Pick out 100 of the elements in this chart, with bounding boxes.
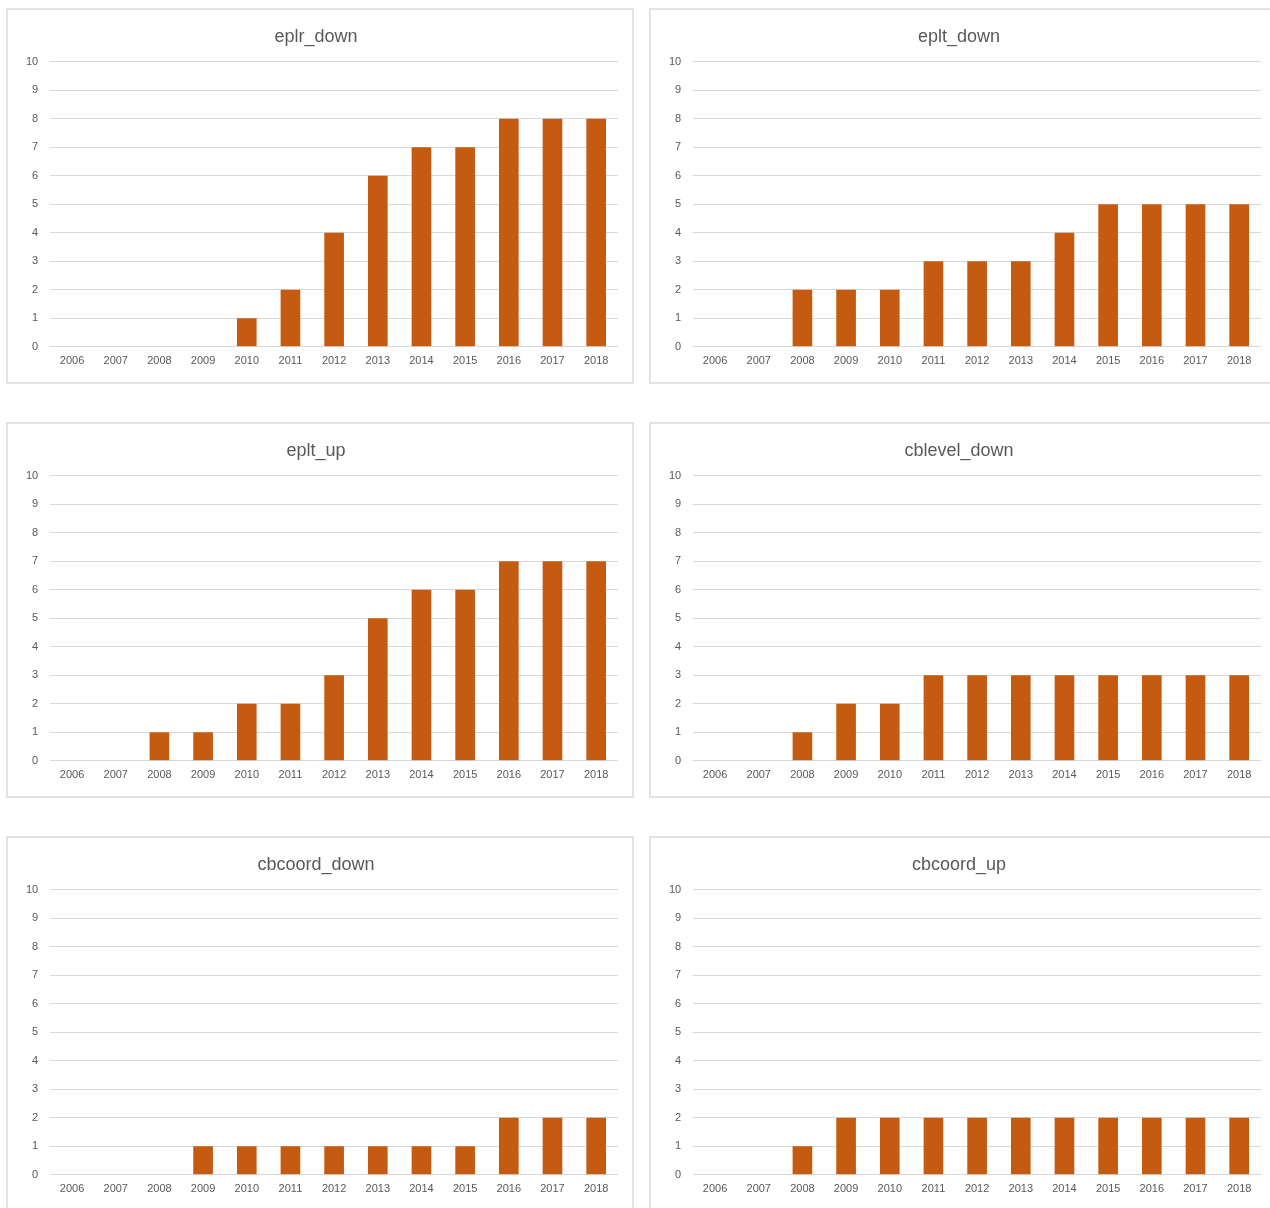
y-tick-label: 1: [675, 1139, 682, 1152]
x-tick-label: 2011: [278, 768, 303, 781]
y-tick-label: 7: [675, 140, 682, 153]
bar: [411, 147, 432, 347]
y-tick-label: 4: [32, 639, 39, 652]
y-tick-label: 0: [32, 339, 39, 352]
bar: [542, 561, 563, 761]
x-tick-label: 2013: [365, 1182, 391, 1195]
bar: [879, 703, 900, 761]
y-tick-label: 5: [32, 611, 39, 624]
x-tick-label: 2006: [59, 1182, 85, 1195]
y-tick-label: 1: [32, 311, 39, 324]
x-tick-label: 2010: [877, 354, 903, 367]
bar: [923, 261, 944, 347]
chart-title: eplt_down: [917, 25, 1001, 47]
x-tick-label: 2014: [1052, 354, 1077, 367]
bar: [411, 589, 432, 761]
x-tick-label: 2017: [1183, 768, 1208, 781]
bar: [967, 675, 987, 761]
x-tick-label: 2007: [103, 1182, 128, 1195]
x-tick-label: 2015: [452, 768, 478, 781]
bar: [1054, 675, 1075, 761]
chart-title: eplt_up: [286, 439, 346, 461]
y-tick-label: 9: [32, 911, 39, 924]
bar: [1010, 261, 1031, 347]
x-tick-label: 2013: [1008, 354, 1034, 367]
x-tick-label: 2017: [1183, 1182, 1208, 1195]
y-tick-label: 2: [675, 282, 682, 295]
bar: [1054, 232, 1075, 347]
bar: [149, 732, 170, 761]
x-tick-label: 2010: [234, 1182, 260, 1195]
x-tick-label: 2009: [190, 1182, 216, 1195]
y-tick-label: 9: [32, 83, 39, 96]
bar: [1141, 204, 1162, 347]
chart-title: cbcoord_up: [911, 853, 1007, 875]
x-tick-label: 2011: [921, 354, 946, 367]
y-tick-label: 0: [32, 753, 39, 766]
y-tick-label: 9: [675, 497, 682, 510]
x-tick-label: 2009: [190, 354, 216, 367]
bar: [367, 618, 388, 761]
bar: [879, 289, 900, 347]
y-tick-label: 0: [675, 339, 682, 352]
y-tick-label: 6: [32, 996, 39, 1009]
y-tick-label: 9: [675, 911, 682, 924]
x-tick-label: 2015: [1095, 768, 1121, 781]
x-tick-label: 2008: [790, 1182, 815, 1195]
x-tick-label: 2008: [790, 354, 815, 367]
x-tick-label: 2009: [833, 1182, 859, 1195]
bar: [1098, 675, 1118, 761]
y-tick-label: 0: [32, 1167, 39, 1180]
x-tick-label: 2006: [59, 768, 85, 781]
y-tick-label: 10: [668, 882, 682, 895]
x-tick-label: 2010: [877, 1182, 903, 1195]
y-tick-label: 10: [25, 882, 39, 895]
y-tick-label: 8: [32, 111, 39, 124]
bar: [923, 675, 944, 761]
x-tick-label: 2017: [540, 1182, 565, 1195]
x-tick-label: 2009: [833, 354, 859, 367]
y-tick-label: 7: [675, 554, 682, 567]
y-tick-label: 3: [32, 668, 39, 681]
y-tick-label: 5: [675, 1025, 682, 1038]
y-tick-label: 4: [675, 1053, 682, 1066]
x-tick-label: 2018: [1226, 768, 1252, 781]
x-tick-label: 2014: [1052, 768, 1077, 781]
y-tick-label: 8: [675, 525, 682, 538]
y-tick-label: 6: [32, 168, 39, 181]
bar: [1185, 204, 1206, 347]
x-tick-label: 2018: [1226, 354, 1252, 367]
bar: [1229, 675, 1249, 761]
bar: [193, 732, 213, 761]
x-tick-label: 2012: [964, 1182, 990, 1195]
x-tick-label: 2018: [583, 354, 609, 367]
y-tick-label: 8: [675, 939, 682, 952]
y-tick-label: 0: [675, 1167, 682, 1180]
x-tick-label: 2011: [278, 354, 303, 367]
x-tick-label: 2014: [409, 768, 434, 781]
y-tick-label: 10: [668, 54, 682, 67]
x-tick-label: 2018: [1226, 1182, 1252, 1195]
x-tick-label: 2011: [278, 1182, 303, 1195]
bar: [455, 147, 475, 347]
y-tick-label: 8: [675, 111, 682, 124]
chart-title: cblevel_down: [904, 439, 1014, 461]
x-tick-label: 2012: [321, 354, 347, 367]
x-tick-label: 2013: [1008, 1182, 1034, 1195]
y-tick-label: 2: [32, 696, 39, 709]
chart-title: cbcoord_down: [257, 853, 375, 875]
bar: [236, 318, 257, 347]
y-tick-label: 10: [25, 54, 39, 67]
bar: [498, 118, 519, 347]
x-tick-label: 2016: [1139, 768, 1165, 781]
x-tick-label: 2018: [583, 768, 609, 781]
bar: [498, 561, 519, 761]
chart-title: eplr_down: [274, 25, 358, 47]
y-tick-label: 5: [675, 611, 682, 624]
bar: [1010, 675, 1031, 761]
y-tick-label: 2: [675, 696, 682, 709]
x-tick-label: 2017: [1183, 354, 1208, 367]
x-tick-label: 2009: [833, 768, 859, 781]
x-tick-label: 2011: [921, 1182, 946, 1195]
y-tick-label: 6: [675, 582, 682, 595]
